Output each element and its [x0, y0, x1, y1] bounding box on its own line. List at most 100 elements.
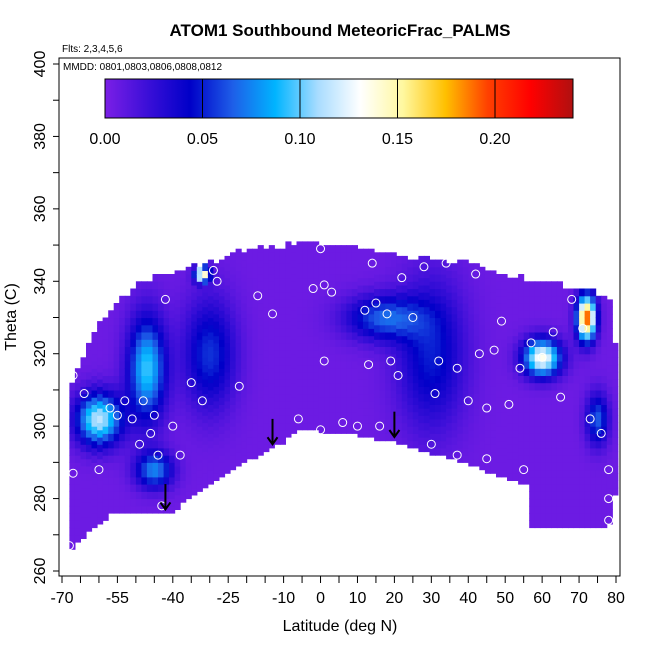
field-cell	[412, 404, 419, 413]
field-cell	[518, 324, 525, 333]
field-cell	[246, 386, 253, 395]
field-cell	[119, 397, 126, 405]
field-cell	[551, 447, 558, 456]
field-cell	[241, 433, 248, 442]
field-cell	[324, 266, 331, 275]
field-cell	[146, 324, 153, 333]
field-cell	[368, 277, 375, 286]
field-cell	[374, 368, 381, 376]
field-cell	[440, 310, 447, 319]
field-cell	[423, 393, 430, 402]
field-cell	[135, 281, 142, 290]
field-cell	[69, 505, 76, 514]
field-cell	[213, 371, 220, 380]
field-cell	[263, 263, 270, 271]
field-cell	[307, 408, 314, 416]
field-cell	[379, 266, 386, 275]
field-cell	[612, 386, 619, 395]
field-cell	[113, 361, 120, 369]
field-cell	[285, 371, 292, 380]
field-cell	[484, 357, 491, 366]
field-cell	[119, 346, 126, 355]
field-cell	[174, 357, 181, 366]
field-cell	[568, 462, 575, 471]
field-cell	[446, 429, 453, 438]
field-cell	[324, 375, 331, 384]
field-cell	[385, 303, 392, 311]
plot-area	[58, 57, 621, 577]
field-cell	[518, 274, 525, 282]
field-cell	[451, 408, 458, 416]
field-cell	[307, 342, 314, 351]
field-cell	[263, 357, 270, 366]
field-cell	[230, 368, 237, 376]
field-cell	[191, 299, 198, 308]
field-cell	[169, 433, 176, 442]
field-cell	[230, 382, 237, 391]
field-cell	[318, 281, 325, 290]
field-cell	[507, 415, 514, 424]
field-cell	[257, 368, 264, 376]
field-cell	[529, 353, 536, 362]
field-cell	[396, 277, 403, 286]
field-cell	[80, 444, 87, 453]
field-cell	[185, 295, 192, 304]
field-cell	[440, 346, 447, 355]
field-cell	[185, 455, 192, 463]
field-cell	[606, 400, 613, 409]
field-cell	[573, 324, 580, 333]
field-cell	[152, 317, 159, 326]
field-cell	[545, 433, 552, 442]
field-cell	[556, 455, 563, 463]
field-cell	[435, 389, 442, 398]
field-cell	[429, 317, 436, 326]
field-cell	[335, 382, 342, 391]
field-cell	[540, 332, 547, 340]
sample-point	[519, 465, 529, 475]
field-cell	[241, 418, 248, 427]
field-cell	[74, 404, 81, 413]
field-cell	[207, 382, 214, 391]
field-cell	[202, 270, 209, 279]
field-cell	[246, 429, 253, 438]
field-cell	[357, 277, 364, 286]
field-cell	[130, 288, 137, 297]
sample-point	[430, 389, 440, 399]
field-cell	[390, 368, 397, 376]
field-cell	[440, 426, 447, 434]
field-cell	[368, 393, 375, 402]
field-cell	[518, 346, 525, 355]
y-tick-label: 380	[32, 123, 49, 150]
field-cell	[329, 245, 336, 253]
field-cell	[412, 332, 419, 340]
field-cell	[374, 353, 381, 362]
field-cell	[340, 259, 347, 268]
field-cell	[207, 317, 214, 326]
field-cell	[163, 274, 170, 282]
field-cell	[219, 382, 226, 391]
field-cell	[268, 346, 275, 355]
field-cell	[108, 397, 115, 405]
field-cell	[534, 324, 541, 333]
field-cell	[551, 462, 558, 471]
field-cell	[207, 404, 214, 413]
field-cell	[74, 513, 81, 521]
field-cell	[235, 248, 242, 257]
field-cell	[501, 317, 508, 326]
field-cell	[80, 480, 87, 489]
field-cell	[390, 324, 397, 333]
field-cell	[279, 342, 286, 351]
field-cell	[512, 451, 519, 460]
field-cell	[401, 422, 408, 431]
field-cell	[307, 241, 314, 250]
field-cell	[274, 335, 281, 344]
field-cell	[69, 397, 76, 405]
field-cell	[462, 411, 469, 420]
field-cell	[174, 306, 181, 315]
field-cell	[219, 433, 226, 442]
field-cell	[590, 469, 597, 478]
field-cell	[252, 342, 259, 351]
field-cell	[108, 375, 115, 384]
field-cell	[462, 375, 469, 384]
field-cell	[241, 455, 248, 463]
